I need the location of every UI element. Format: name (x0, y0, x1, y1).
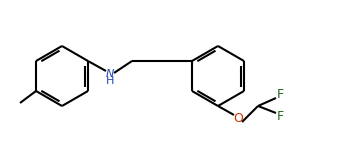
Text: F: F (277, 109, 284, 123)
Text: F: F (277, 88, 284, 100)
Text: H: H (106, 76, 114, 86)
Text: O: O (233, 112, 243, 124)
Text: N: N (106, 69, 114, 79)
